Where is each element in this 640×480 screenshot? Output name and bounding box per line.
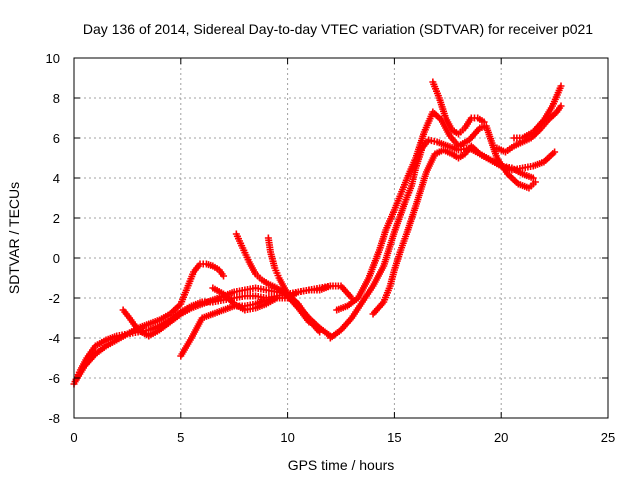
axis-ticks: 0 5 10 15 20 25 -8 -6 -4 -2 0 2 4 6 8 10: [46, 51, 616, 445]
data-point-marker: [305, 318, 313, 326]
y-tick-label: 0: [53, 251, 60, 266]
series-track: [284, 282, 356, 302]
y-tick-label: 8: [53, 91, 60, 106]
y-tick-label: -4: [48, 331, 60, 346]
grid: [74, 58, 608, 418]
y-tick-label: 4: [53, 171, 60, 186]
series-track: [333, 108, 539, 314]
y-axis-label: SDTVAR / TECUs: [6, 182, 22, 294]
data-point-marker: [220, 272, 228, 280]
series-track: [209, 284, 281, 314]
y-tick-label: -6: [48, 371, 60, 386]
x-tick-label: 25: [601, 430, 615, 445]
data-point-marker: [531, 178, 539, 186]
x-tick-label: 5: [177, 430, 184, 445]
chart-title: Day 136 of 2014, Sidereal Day-to-day VTE…: [83, 21, 593, 37]
data-point-marker: [480, 118, 488, 126]
data-series: [70, 78, 565, 388]
series-track: [72, 260, 228, 384]
data-point-marker: [316, 328, 324, 336]
data-point-marker: [551, 148, 559, 156]
series-track: [429, 78, 488, 138]
x-tick-label: 15: [387, 430, 401, 445]
x-tick-label: 0: [70, 430, 77, 445]
y-tick-label: 2: [53, 211, 60, 226]
data-point-marker: [557, 102, 565, 110]
data-point-marker: [557, 82, 565, 90]
y-tick-label: 6: [53, 131, 60, 146]
series-track: [369, 142, 559, 318]
y-tick-label: -2: [48, 291, 60, 306]
x-tick-label: 10: [280, 430, 294, 445]
series-track: [326, 136, 537, 342]
x-axis-label: GPS time / hours: [288, 457, 395, 473]
x-tick-label: 20: [494, 430, 508, 445]
data-point-marker: [529, 174, 537, 182]
series-track: [510, 82, 565, 142]
series-track: [493, 102, 565, 156]
y-tick-label: -8: [48, 411, 60, 426]
y-tick-label: 10: [46, 51, 60, 66]
plot-frame: [73, 57, 609, 419]
data-point-marker: [273, 294, 281, 302]
